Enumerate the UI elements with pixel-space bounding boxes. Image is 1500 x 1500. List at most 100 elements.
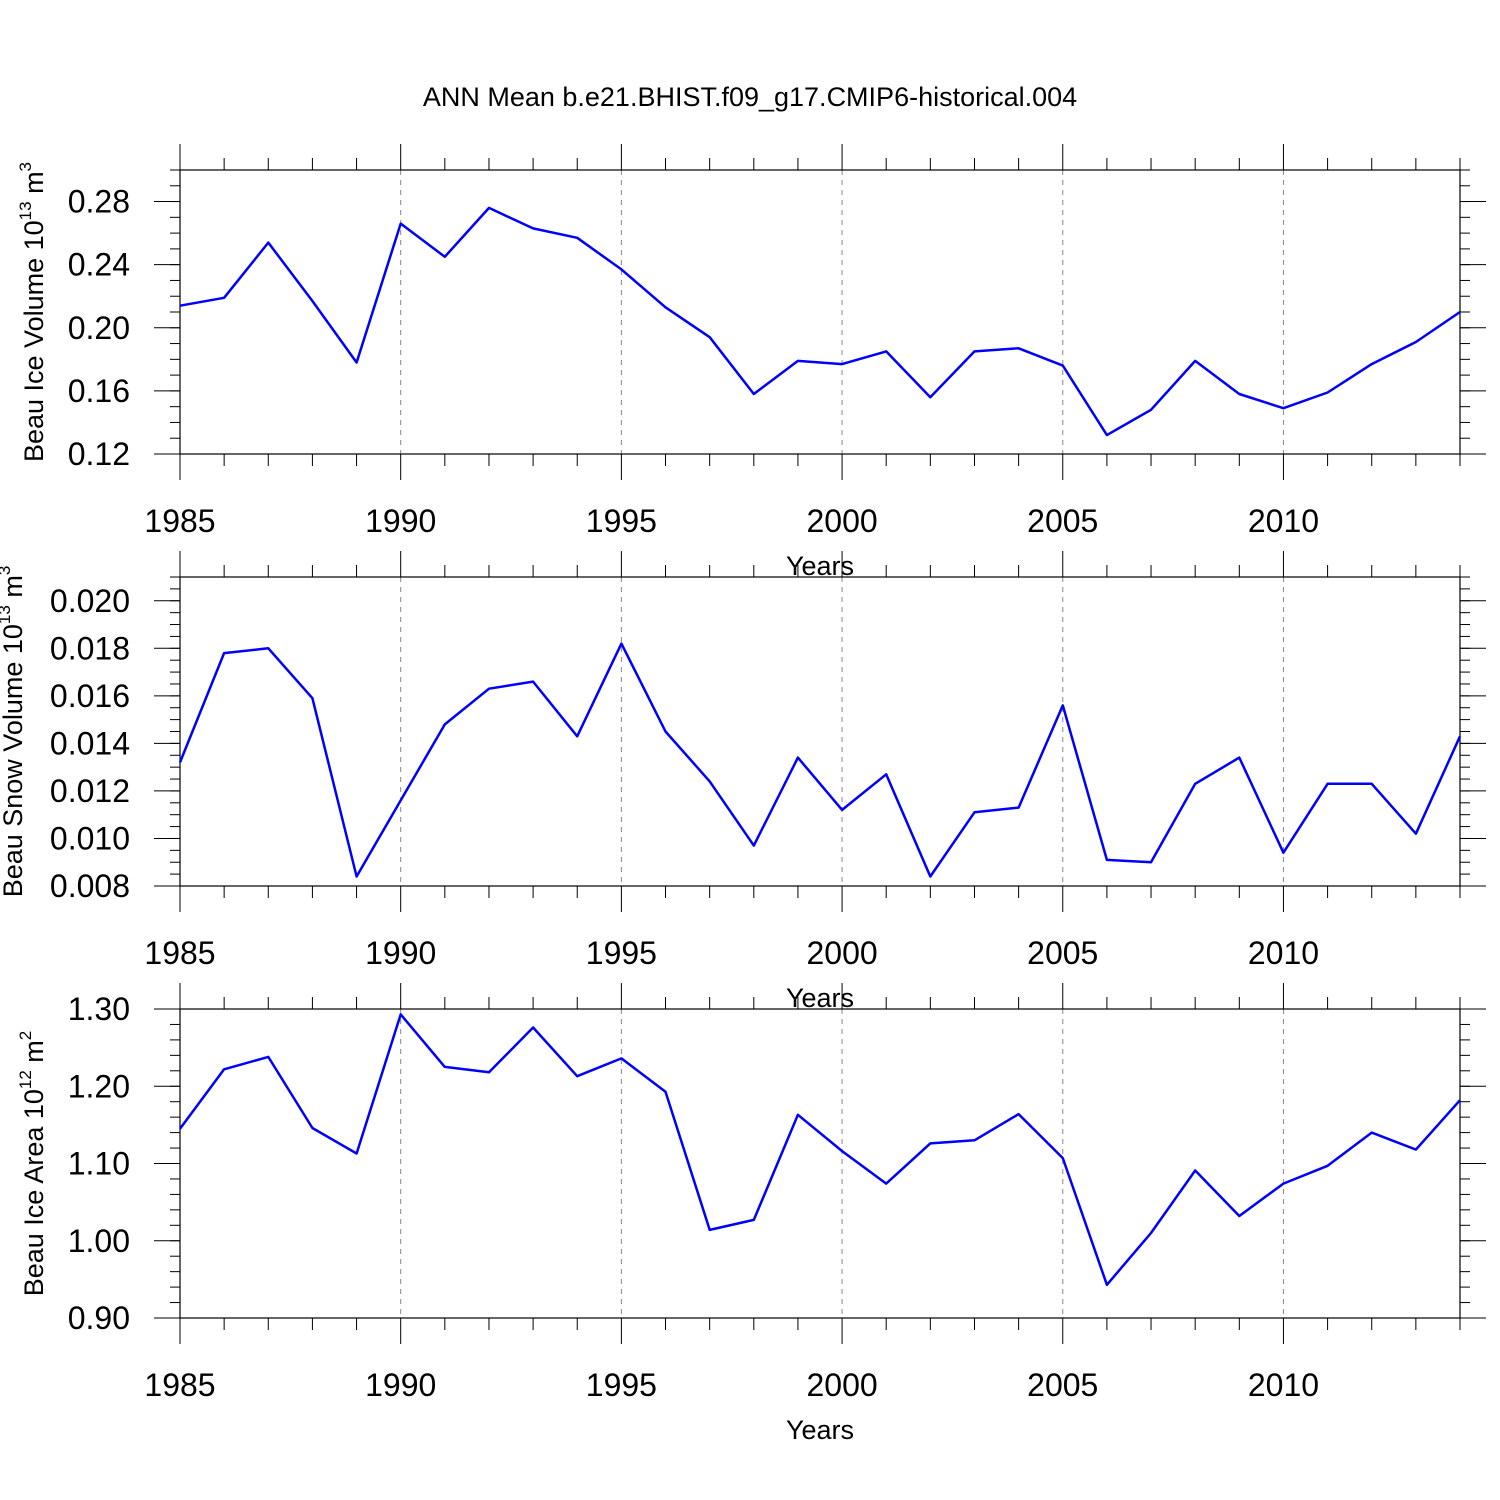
ice-volume-x-tick-label: 2000 <box>806 503 877 539</box>
snow-volume-data-point <box>1105 858 1109 862</box>
snow-volume-y-tick-label: 0.008 <box>50 868 130 904</box>
snow-volume-data-point <box>1237 756 1241 760</box>
ice-volume-x-tick-label: 1995 <box>586 503 657 539</box>
ice-area-data-point <box>1149 1231 1153 1235</box>
ice-area-x-tick-label: 1990 <box>365 1367 436 1403</box>
snow-volume-data-point <box>1061 703 1065 707</box>
ice-volume-data-point <box>1281 406 1285 410</box>
ice-area-data-point <box>399 1012 403 1016</box>
ice-area-data-point <box>575 1074 579 1078</box>
ice-volume-data-point <box>1326 390 1330 394</box>
ice-volume-x-tick-label: 1990 <box>365 503 436 539</box>
ice-area-x-tick-label: 2005 <box>1027 1367 1098 1403</box>
snow-volume-data-point <box>752 844 756 848</box>
ice-area-data-point <box>708 1228 712 1232</box>
ice-volume-data-point <box>796 359 800 363</box>
ice-volume-x-axis-title: Years <box>786 551 854 581</box>
ice-volume-x-tick-label: 2010 <box>1248 503 1319 539</box>
snow-volume-x-tick-label: 1985 <box>144 935 215 971</box>
ice-volume-y-axis-title: Beau Ice Volume 1013 m3 <box>16 162 49 462</box>
snow-volume-data-point <box>1193 782 1197 786</box>
snow-volume-x-tick-label: 1995 <box>586 935 657 971</box>
snow-volume-data-point <box>840 808 844 812</box>
snow-volume-data-point <box>619 642 623 646</box>
ice-area-data-point <box>884 1182 888 1186</box>
snow-volume-data-point <box>310 696 314 700</box>
ice-volume-data-point <box>1370 362 1374 366</box>
ice-volume-data-point <box>1458 310 1462 314</box>
snow-volume-y-tick-label: 0.020 <box>50 583 130 619</box>
snow-volume-data-point <box>1017 806 1021 810</box>
snow-volume-plot-frame <box>179 576 1461 887</box>
ice-area-data-point <box>1370 1131 1374 1135</box>
ice-area-data-point <box>531 1026 535 1030</box>
ice-area-data-point <box>1193 1168 1197 1172</box>
ice-volume-y-tick-label: 0.28 <box>68 184 130 220</box>
ice-volume-data-point <box>310 299 314 303</box>
ice-volume-data-point <box>1149 408 1153 412</box>
snow-volume-panel: 1985 1990 1995 2000 2005 2010 0.008 0.010 0.012 0… <box>0 551 1486 1013</box>
snow-volume-y-tick-label: 0.012 <box>50 773 130 809</box>
ice-volume-data-point <box>1017 346 1021 350</box>
ice-volume-data-point <box>222 296 226 300</box>
ice-volume-y-tick-label: 0.20 <box>68 310 130 346</box>
ice-volume-data-point <box>1061 364 1065 368</box>
ice-area-data-point <box>752 1218 756 1222</box>
ice-area-data-point <box>1281 1182 1285 1186</box>
snow-volume-data-point <box>178 760 182 764</box>
snow-volume-data-point <box>531 680 535 684</box>
snow-volume-data-point <box>487 687 491 691</box>
snow-volume-x-tick-label: 2000 <box>806 935 877 971</box>
snow-volume-y-tick-label: 0.018 <box>50 630 130 666</box>
ice-area-y-tick-label: 0.90 <box>68 1300 130 1336</box>
ice-area-data-point <box>222 1067 226 1071</box>
ice-volume-data-point <box>1414 340 1418 344</box>
ice-area-data-point <box>266 1055 270 1059</box>
ice-area-y-tick-label: 1.00 <box>68 1223 130 1259</box>
snow-volume-data-point <box>972 810 976 814</box>
ice-volume-data-point <box>266 241 270 245</box>
ice-volume-data-point <box>1105 433 1109 437</box>
snow-volume-y-tick-label: 0.014 <box>50 725 130 761</box>
snow-volume-data-point <box>222 651 226 655</box>
ice-volume-data-point <box>443 255 447 259</box>
snow-volume-x-tick-label: 2010 <box>1248 935 1319 971</box>
snow-volume-data-point <box>1458 734 1462 738</box>
snow-volume-data-point <box>355 874 359 878</box>
ice-area-data-point <box>1105 1283 1109 1287</box>
ice-volume-x-tick-label: 1985 <box>144 503 215 539</box>
snow-volume-data-point <box>664 730 668 734</box>
ice-volume-series-line <box>179 206 1461 437</box>
snow-volume-y-tick-label: 0.016 <box>50 678 130 714</box>
snow-volume-data-point <box>1149 860 1153 864</box>
ice-volume-data-point <box>1193 359 1197 363</box>
ice-area-data-point <box>619 1056 623 1060</box>
ice-volume-data-point <box>575 236 579 240</box>
ice-volume-y-tick-label: 0.12 <box>68 436 130 472</box>
snow-volume-data-point <box>928 874 932 878</box>
ice-area-y-axis-title: Beau Ice Area 1012 m2 <box>16 1031 49 1297</box>
snow-volume-data-point <box>575 734 579 738</box>
ice-area-data-point <box>1326 1164 1330 1168</box>
snow-volume-data-point <box>1370 782 1374 786</box>
ice-area-y-tick-label: 1.30 <box>68 991 130 1027</box>
ice-volume-data-point <box>884 349 888 353</box>
ice-area-y-tick-label: 1.10 <box>68 1146 130 1182</box>
figure-title: ANN Mean b.e21.BHIST.f09_g17.CMIP6-histo… <box>423 82 1077 112</box>
ice-area-data-point <box>1458 1098 1462 1102</box>
ice-volume-data-point <box>355 360 359 364</box>
ice-area-data-point <box>796 1113 800 1117</box>
snow-volume-y-axis-title: Beau Snow Volume 1013 m3 <box>0 566 28 898</box>
ice-area-data-point <box>972 1138 976 1142</box>
ice-volume-data-point <box>928 395 932 399</box>
ice-volume-data-point <box>619 267 623 271</box>
ice-volume-data-point <box>399 222 403 226</box>
ice-area-series-line <box>178 1013 1461 1287</box>
ice-area-data-point <box>1237 1214 1241 1218</box>
ice-area-data-point <box>1414 1148 1418 1152</box>
snow-volume-data-point <box>884 772 888 776</box>
ice-volume-data-point <box>708 335 712 339</box>
snow-volume-data-point <box>399 798 403 802</box>
ice-volume-data-point <box>178 304 182 308</box>
